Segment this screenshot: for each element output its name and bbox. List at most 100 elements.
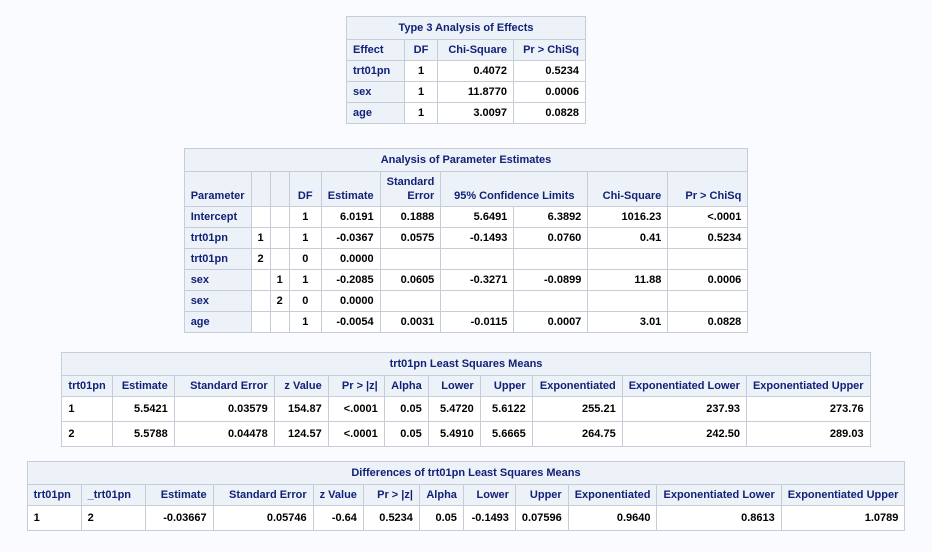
data-cell: -0.0115 xyxy=(440,311,515,333)
sas-results-output: Type 3 Analysis of Effects Effect DF Chi-Sq… xyxy=(26,16,906,531)
table-row: trt01pn 2 0 0.0000 xyxy=(183,248,749,270)
column-header: Exponentiated Upper xyxy=(745,375,871,397)
data-cell: 0.0828 xyxy=(513,102,586,124)
column-header: Exponentiated Upper xyxy=(780,484,906,506)
row-header-cell: trt01pn xyxy=(183,248,252,270)
data-cell: 0.0760 xyxy=(513,227,589,249)
column-header: Chi-Square xyxy=(437,39,514,61)
data-cell: <.0001 xyxy=(667,206,749,228)
column-header: DF xyxy=(288,171,322,207)
data-cell: 1 xyxy=(288,311,322,333)
table-title: Differences of trt01pn Least Squares Mea… xyxy=(26,461,906,485)
row-header-cell: trt01pn xyxy=(183,227,252,249)
column-header: Parameter xyxy=(183,171,252,207)
data-cell xyxy=(250,311,271,333)
column-header: Standard Error xyxy=(379,171,442,207)
data-cell: 5.6665 xyxy=(479,421,533,447)
data-cell: 5.4720 xyxy=(427,396,481,422)
column-header: Exponentiated xyxy=(531,375,623,397)
row-header-cell: trt01pn xyxy=(346,60,405,82)
data-cell: 1.0789 xyxy=(780,505,906,531)
table-header-row: Effect DF Chi-Square Pr > ChiSq xyxy=(346,39,586,61)
data-cell: 11.8770 xyxy=(437,81,514,103)
data-cell: 0.5234 xyxy=(513,60,586,82)
data-cell: 289.03 xyxy=(745,421,871,447)
data-cell xyxy=(667,290,749,312)
data-cell: 0.0605 xyxy=(379,269,442,291)
column-header: Estimate xyxy=(320,171,381,207)
column-header: Exponentiated Lower xyxy=(621,375,747,397)
data-cell: 5.6122 xyxy=(479,396,533,422)
table-row: sex 1 11.8770 0.0006 xyxy=(346,81,586,103)
column-header: Lower xyxy=(462,484,516,506)
table-row: sex 2 0 0.0000 xyxy=(183,290,749,312)
type3-analysis-of-effects-table: Type 3 Analysis of Effects Effect DF Chi-Sq… xyxy=(346,16,586,124)
data-cell: 1 xyxy=(26,505,82,531)
data-cell: 0.0575 xyxy=(379,227,442,249)
data-cell: 264.75 xyxy=(531,421,623,447)
column-header: Lower xyxy=(427,375,481,397)
data-cell: 2 xyxy=(250,248,271,270)
data-cell xyxy=(269,311,290,333)
table-title: Analysis of Parameter Estimates xyxy=(183,148,749,172)
data-cell: 11.88 xyxy=(587,269,669,291)
data-cell: -0.64 xyxy=(312,505,364,531)
data-cell: 0 xyxy=(288,248,322,270)
row-header-cell: age xyxy=(346,102,405,124)
data-cell: 0.05746 xyxy=(212,505,314,531)
data-cell: 1 xyxy=(288,269,322,291)
column-header: Standard Error xyxy=(173,375,275,397)
data-cell: 1 xyxy=(250,227,271,249)
data-cell: 0.03579 xyxy=(173,396,275,422)
table-row: age 1 -0.0054 0.0031 -0.0115 0.0007 3.01 0.0828 xyxy=(183,311,749,333)
data-cell: 273.76 xyxy=(745,396,871,422)
data-cell: -0.3271 xyxy=(440,269,515,291)
data-cell xyxy=(250,269,271,291)
table-row: 1 2 -0.03667 0.05746 -0.64 0.5234 0.05 -0.1493 0… xyxy=(26,505,906,531)
data-cell: 1 xyxy=(288,227,322,249)
data-cell: 1 xyxy=(269,269,290,291)
data-cell: 3.0097 xyxy=(437,102,514,124)
data-cell: 6.0191 xyxy=(320,206,381,228)
data-cell: 0.8613 xyxy=(656,505,782,531)
data-cell xyxy=(440,290,515,312)
row-header-cell: age xyxy=(183,311,252,333)
data-cell: 124.57 xyxy=(273,421,329,447)
data-cell xyxy=(513,290,589,312)
column-header: Pr > ChiSq xyxy=(667,171,749,207)
data-cell: 0.07596 xyxy=(514,505,569,531)
data-cell: -0.0899 xyxy=(513,269,589,291)
data-cell: 1 xyxy=(404,102,438,124)
data-cell: 0.5234 xyxy=(362,505,420,531)
data-cell: 5.5788 xyxy=(111,421,175,447)
table-row: age 1 3.0097 0.0828 xyxy=(346,102,586,124)
data-cell: 0.0006 xyxy=(667,269,749,291)
data-cell: 1 xyxy=(61,396,113,422)
table-row: trt01pn 1 1 -0.0367 0.0575 -0.1493 0.0760 0.41 0… xyxy=(183,227,749,249)
column-header: Upper xyxy=(514,484,569,506)
data-cell: 2 xyxy=(269,290,290,312)
column-header: Estimate xyxy=(144,484,214,506)
data-cell xyxy=(513,248,589,270)
data-cell: 2 xyxy=(61,421,113,447)
data-cell: -0.2085 xyxy=(320,269,381,291)
column-header: _trt01pn xyxy=(80,484,146,506)
data-cell: 0.05 xyxy=(383,421,429,447)
data-cell: 1016.23 xyxy=(587,206,669,228)
column-header: Effect xyxy=(346,39,405,61)
data-cell: 1 xyxy=(404,60,438,82)
column-header: Alpha xyxy=(383,375,429,397)
table-header-row: trt01pn Estimate Standard Error z Value Pr >… xyxy=(61,375,871,397)
table-row: trt01pn 1 0.4072 0.5234 xyxy=(346,60,586,82)
data-cell xyxy=(667,248,749,270)
table-title-row: trt01pn Least Squares Means xyxy=(61,352,871,376)
data-cell: 255.21 xyxy=(531,396,623,422)
data-cell: 0.04478 xyxy=(173,421,275,447)
data-cell: 0.0006 xyxy=(513,81,586,103)
data-cell: 0.4072 xyxy=(437,60,514,82)
table-title-row: Type 3 Analysis of Effects xyxy=(346,16,586,40)
table-header-row: trt01pn _trt01pn Estimate Standard Error z V… xyxy=(26,484,906,506)
data-cell xyxy=(440,248,515,270)
table-row: Intercept 1 6.0191 0.1888 5.6491 6.3892 1016.2… xyxy=(183,206,749,228)
data-cell: 5.5421 xyxy=(111,396,175,422)
